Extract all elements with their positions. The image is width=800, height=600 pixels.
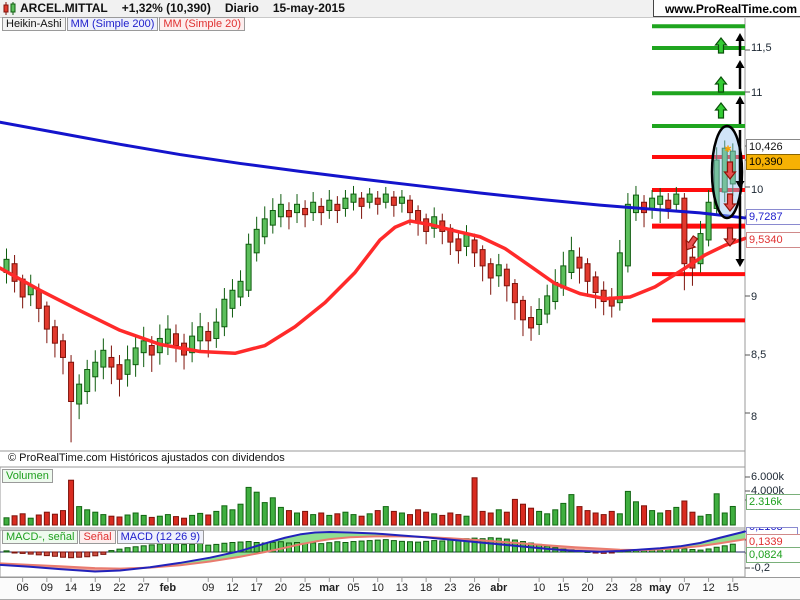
date-tick-label: 05: [347, 582, 360, 594]
main-legend: Heikin-Ashi MM (Simple 200) MM (Simple 2…: [2, 17, 246, 31]
axis-label: 6.000k: [751, 471, 785, 483]
date-tick-label: 18: [420, 582, 433, 594]
last-price-marker: ✱: [724, 144, 732, 154]
block-arrow: [714, 37, 728, 54]
price-box-ma200: 9,7287: [746, 209, 800, 225]
date-tick-label: 06: [16, 582, 29, 594]
date-tick-label: 23: [444, 582, 457, 594]
date-tick-label: 10: [371, 582, 384, 594]
date-tick-label: 12: [702, 582, 715, 594]
date-tick-label: mar: [319, 582, 340, 594]
change-percent: +1,32% (10,390): [121, 1, 211, 15]
date-tick-label: 10: [532, 582, 546, 594]
ma20-line: [0, 219, 747, 356]
date-tick-label: 14: [64, 582, 78, 594]
date-tick-label: 12: [226, 582, 239, 594]
date-tick-label: 09: [202, 582, 215, 594]
axis-label: 11,5: [751, 42, 772, 55]
macd-hist-chip[interactable]: MACD-, señal: [2, 530, 79, 544]
price-box-last: 10,390: [746, 154, 800, 170]
date-tick-label: 15: [726, 582, 739, 594]
block-arrow: [723, 193, 737, 212]
date-tick-label: may: [649, 582, 672, 594]
macd-signal-chip[interactable]: Señal: [79, 530, 116, 544]
block-arrow: [723, 161, 737, 180]
block-arrow: [723, 227, 737, 247]
prorealtime-link[interactable]: www.ProRealTime.com: [653, 0, 800, 17]
volume-legend: Volumen: [2, 469, 53, 483]
axis-label: 10: [751, 184, 764, 196]
price-box-ma20: 9,5340: [746, 232, 800, 248]
chart-title: ARCEL.MITTAL +1,32% (10,390) Diario 15-may-…: [20, 1, 359, 15]
date-tick-label: abr: [490, 582, 508, 594]
axis-label: 9: [751, 291, 758, 303]
session-date: 15-may-2015: [272, 1, 345, 15]
date-tick-label: 20: [581, 582, 594, 594]
date-tick-label: 09: [40, 582, 53, 594]
ma20-chip[interactable]: MM (Simple 20): [159, 17, 246, 31]
date-tick-label: 23: [605, 582, 618, 594]
date-tick-label: 17: [250, 582, 263, 594]
date-tick-label: 25: [298, 582, 312, 594]
macd-box-hist: 0,0824: [746, 547, 800, 563]
projection-ellipse: [710, 124, 744, 220]
date-tick-label: feb: [159, 582, 177, 594]
axis-label: -0,2: [751, 562, 770, 574]
date-tick-label: 22: [113, 582, 126, 594]
candles-layer: [3, 140, 736, 443]
block-arrow: [714, 102, 728, 119]
site-url[interactable]: www.ProRealTime.com: [664, 2, 797, 16]
date-tick-label: 07: [678, 582, 691, 594]
title-bar: ARCEL.MITTAL +1,32% (10,390) Diario 15-may-…: [0, 0, 800, 18]
volume-box-last: 2.316k: [746, 494, 800, 510]
volume-bars: [3, 477, 736, 526]
macd-legend: MACD-, señal Señal MACD (12 26 9): [2, 530, 205, 544]
date-tick-label: 28: [629, 582, 643, 594]
copyright-text: © ProRealTime.com Históricos ajustados c…: [8, 452, 285, 464]
date-tick-label: 26: [468, 582, 481, 594]
block-arrow: [714, 76, 728, 93]
axis-label: 8: [751, 410, 758, 423]
macd-chip[interactable]: MACD (12 26 9): [116, 530, 205, 544]
instrument-icon: [3, 2, 16, 15]
volume-chip[interactable]: Volumen: [2, 469, 53, 483]
date-tick-label: 27: [137, 582, 150, 594]
price-box-high: 10,426: [746, 139, 800, 155]
date-tick-label: 15: [557, 582, 570, 594]
axis-label: 8,5: [751, 349, 767, 362]
block-arrow: [685, 235, 699, 251]
ma200-line: [0, 120, 747, 220]
timeframe-label: Diario: [224, 1, 259, 15]
date-tick-label: 13: [395, 582, 409, 594]
chart-style-chip[interactable]: Heikin-Ashi: [2, 17, 66, 31]
volume-panel-frame: [0, 466, 746, 529]
ma200-chip[interactable]: MM (Simple 200): [66, 17, 159, 31]
symbol-name: ARCEL.MITTAL: [20, 1, 108, 15]
date-tick-label: 20: [274, 582, 287, 594]
axis-label: 11: [751, 87, 763, 100]
date-tick-label: 19: [89, 582, 102, 594]
